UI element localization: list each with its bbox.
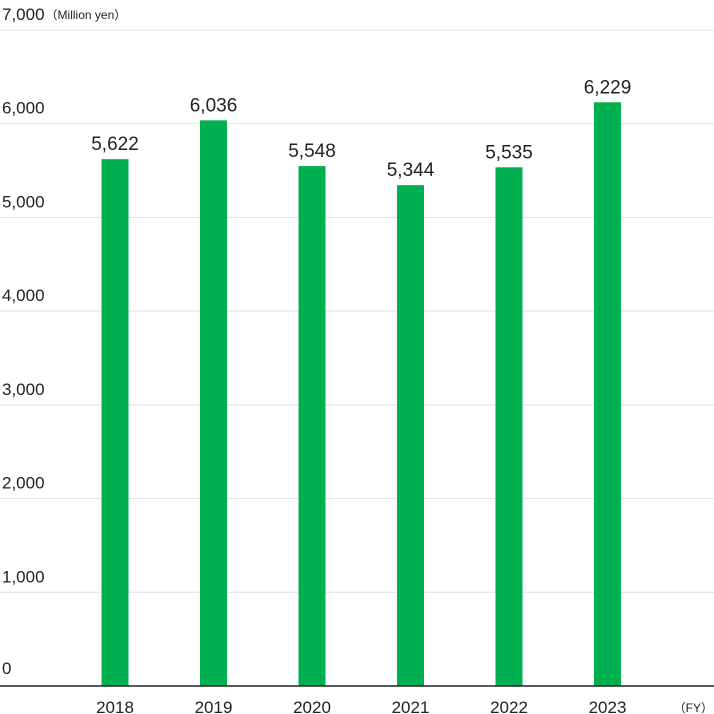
y-tick-label: 3,000 [2,380,45,399]
value-label: 5,535 [485,142,533,163]
x-tick-labels: 2018 2019 2020 2021 2022 2023 [96,698,626,714]
y-axis-unit: （Million yen） [46,8,127,22]
x-axis-unit: （FY） [674,701,713,714]
y-tick-label: 5,000 [2,192,45,211]
y-tick-label: 7,000 [2,5,45,24]
x-tick-label: 2022 [490,698,528,714]
y-tick-label: 2,000 [2,474,45,493]
value-label: 6,229 [584,77,632,98]
value-labels: 5,622 6,036 5,548 5,344 5,535 6,229 [91,77,631,181]
value-label: 5,622 [91,134,139,155]
x-tick-label: 2020 [293,698,331,714]
bar [495,167,523,686]
y-tick-label: 1,000 [2,567,45,586]
bar [298,166,326,687]
y-tick-labels: 0 1,000 2,000 3,000 4,000 5,000 6,000 7,000 [2,5,45,678]
bars [101,102,621,687]
value-label: 5,548 [288,141,336,162]
bar [594,102,621,686]
x-tick-label: 2023 [589,698,627,714]
y-tick-label: 0 [2,659,11,678]
bar [200,120,227,686]
x-tick-label: 2021 [392,698,430,714]
x-tick-label: 2019 [195,698,233,714]
y-tick-label: 6,000 [2,99,45,118]
bar [397,185,424,686]
y-tick-label: 4,000 [2,286,45,305]
value-label: 5,344 [387,160,435,181]
value-label: 6,036 [190,95,238,116]
bar [101,159,129,686]
x-tick-label: 2018 [96,698,134,714]
